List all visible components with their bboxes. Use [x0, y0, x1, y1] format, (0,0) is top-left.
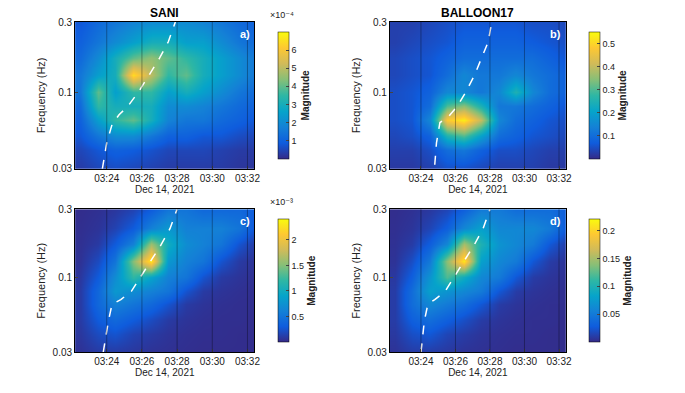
svg-text:03:24: 03:24	[94, 173, 119, 184]
svg-text:a): a)	[240, 28, 250, 40]
svg-text:0.15: 0.15	[603, 254, 621, 264]
svg-text:Dec 14, 2021: Dec 14, 2021	[448, 184, 508, 195]
svg-text:03:26: 03:26	[443, 356, 468, 367]
svg-text:0.2: 0.2	[603, 226, 616, 236]
svg-text:03:24: 03:24	[94, 356, 119, 367]
svg-text:SANI: SANI	[150, 6, 179, 20]
svg-text:d): d)	[550, 215, 561, 227]
svg-text:Frequency (Hz): Frequency (Hz)	[35, 58, 47, 134]
svg-text:03:24: 03:24	[408, 356, 433, 367]
svg-text:Magnitude: Magnitude	[300, 70, 311, 120]
svg-text:c): c)	[240, 215, 250, 227]
svg-text:1: 1	[292, 286, 297, 296]
svg-text:0.5: 0.5	[292, 312, 305, 322]
svg-text:03:28: 03:28	[477, 173, 502, 184]
svg-text:0.3: 0.3	[373, 17, 387, 28]
svg-text:Magnitude: Magnitude	[306, 255, 317, 305]
svg-text:03:32: 03:32	[235, 356, 260, 367]
svg-text:b): b)	[550, 28, 561, 40]
svg-text:03:26: 03:26	[129, 356, 154, 367]
svg-text:Magnitude: Magnitude	[622, 255, 633, 305]
svg-text:Dec 14, 2021: Dec 14, 2021	[135, 367, 195, 378]
svg-text:1: 1	[292, 136, 297, 146]
svg-text:0.05: 0.05	[603, 309, 621, 319]
svg-text:0.3: 0.3	[373, 204, 387, 215]
svg-text:0.2: 0.2	[603, 108, 616, 118]
svg-text:03:28: 03:28	[477, 356, 502, 367]
svg-text:0.03: 0.03	[367, 163, 387, 174]
svg-text:0.03: 0.03	[53, 163, 73, 174]
svg-text:3: 3	[292, 100, 297, 110]
svg-text:03:32: 03:32	[235, 173, 260, 184]
svg-text:03:32: 03:32	[546, 173, 571, 184]
svg-text:03:26: 03:26	[129, 173, 154, 184]
svg-text:0.5: 0.5	[603, 39, 616, 49]
svg-text:03:32: 03:32	[546, 356, 571, 367]
svg-text:03:30: 03:30	[200, 356, 225, 367]
svg-text:0.03: 0.03	[53, 347, 73, 358]
svg-text:6: 6	[292, 45, 297, 55]
svg-text:Frequency (Hz): Frequency (Hz)	[350, 58, 362, 134]
svg-text:03:28: 03:28	[165, 173, 190, 184]
svg-text:03:30: 03:30	[200, 173, 225, 184]
svg-text:Frequency (Hz): Frequency (Hz)	[350, 243, 362, 319]
svg-text:Magnitude: Magnitude	[617, 70, 628, 120]
svg-text:Dec 14, 2021: Dec 14, 2021	[135, 184, 195, 195]
svg-text:1.5: 1.5	[292, 261, 305, 271]
svg-text:0.1: 0.1	[373, 272, 387, 283]
svg-text:×10⁻⁴: ×10⁻⁴	[270, 10, 294, 20]
svg-text:03:30: 03:30	[512, 173, 537, 184]
svg-text:03:26: 03:26	[443, 173, 468, 184]
svg-text:5: 5	[292, 63, 297, 73]
svg-text:0.3: 0.3	[603, 85, 616, 95]
svg-text:2: 2	[292, 118, 297, 128]
svg-text:Frequency (Hz): Frequency (Hz)	[35, 243, 47, 319]
svg-text:0.3: 0.3	[58, 204, 72, 215]
svg-text:2: 2	[292, 235, 297, 245]
svg-text:0.03: 0.03	[367, 347, 387, 358]
svg-text:0.3: 0.3	[58, 17, 72, 28]
svg-text:0.4: 0.4	[603, 62, 616, 72]
svg-text:03:30: 03:30	[512, 356, 537, 367]
svg-text:×10⁻³: ×10⁻³	[270, 197, 293, 207]
svg-text:03:28: 03:28	[165, 356, 190, 367]
svg-text:0.1: 0.1	[373, 87, 387, 98]
svg-text:0.1: 0.1	[603, 281, 616, 291]
svg-text:0.1: 0.1	[603, 131, 616, 141]
svg-text:4: 4	[292, 81, 297, 91]
svg-text:0.1: 0.1	[58, 272, 72, 283]
svg-text:03:24: 03:24	[408, 173, 433, 184]
svg-text:BALLOON17: BALLOON17	[441, 6, 514, 20]
svg-text:0.1: 0.1	[58, 87, 72, 98]
svg-text:Dec 14, 2021: Dec 14, 2021	[448, 367, 508, 378]
